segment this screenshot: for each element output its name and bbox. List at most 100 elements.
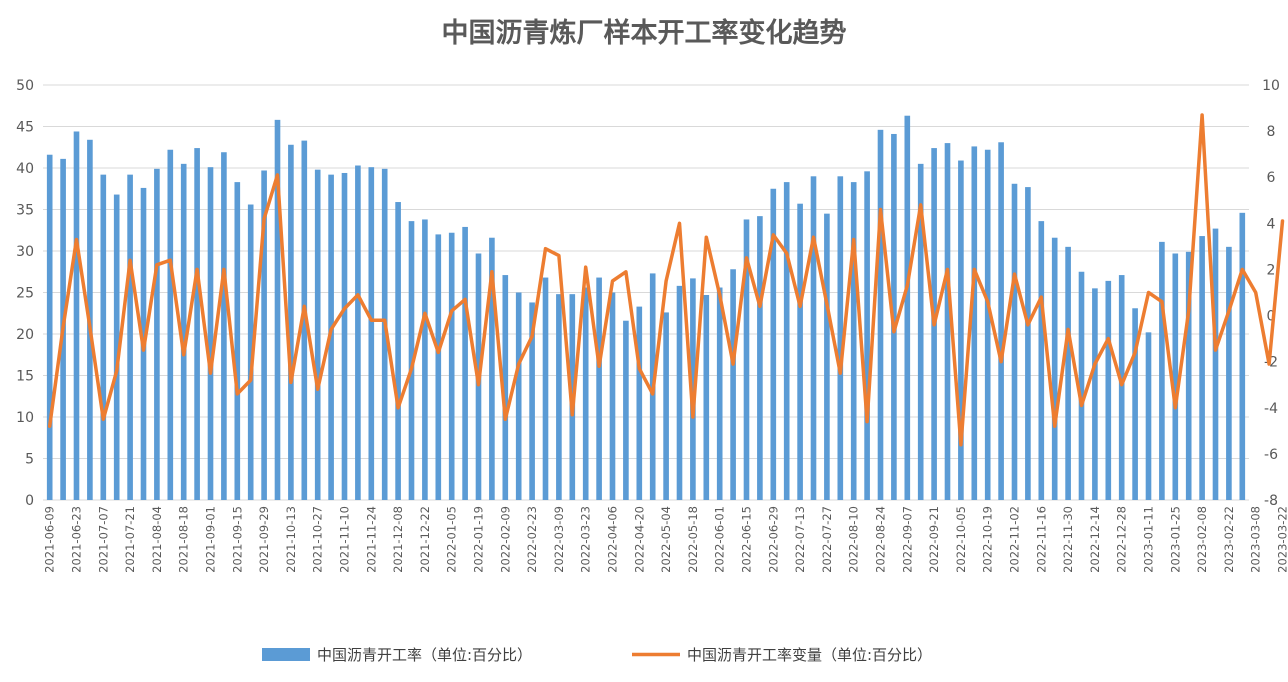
x-tick-label: 2022-05-18 [686,506,700,573]
line-point [946,268,949,271]
x-tick-label: 2021-12-22 [418,506,432,573]
line-point [879,208,882,211]
line-point [664,279,668,283]
line-point [61,325,65,329]
x-axis: 2021-06-09 2021-06-23 2021-07-07 2021-07-21… [43,506,1288,573]
bar [435,234,442,500]
line-point [517,362,520,366]
bar [381,168,388,500]
bar [247,204,254,500]
bar [1172,253,1179,500]
x-tick-label: 2021-07-07 [96,506,110,573]
bar [556,294,562,500]
bar [73,131,80,501]
bar [100,174,107,500]
bar [395,202,401,500]
bar [1105,280,1112,500]
line-point [128,259,132,262]
left-tick-label: 35 [16,203,34,219]
bar [167,149,174,501]
line-point [638,367,641,370]
left-tick-label: 45 [16,120,34,136]
line-point [892,330,896,333]
bar [824,213,830,500]
x-tick-label: 2022-03-09 [552,506,566,573]
bar [1065,246,1071,500]
line-point [678,222,681,225]
bar [1159,241,1165,500]
bar [1092,288,1098,500]
bar [676,285,683,500]
line-point [370,318,373,322]
line-point [557,254,561,257]
x-tick-label: 2022-04-20 [632,506,646,573]
line-point [1214,348,1217,352]
bar [1239,212,1246,500]
bar [757,216,763,500]
line-point [262,217,266,220]
bar [971,146,978,501]
bar [46,154,53,500]
line-point [450,309,453,313]
bar [944,143,951,500]
left-tick-label: 50 [16,78,34,94]
x-tick-label: 2023-01-25 [1168,506,1182,573]
line-point [410,367,413,370]
line-point [437,351,440,354]
bar [810,176,817,501]
line-point [249,378,252,382]
line-point [1040,295,1043,299]
bar [783,182,790,501]
x-tick-label: 2022-07-27 [820,506,834,573]
chart-title: 中国沥青炼厂样本开工率变化趋势 [442,17,847,49]
x-tick-label: 2021-08-18 [177,506,191,573]
bar [368,167,375,501]
bar [502,275,509,500]
right-tick-label: -8 [1264,493,1278,509]
left-tick-label: 15 [16,369,34,385]
bar [489,237,495,500]
bar [998,142,1004,500]
x-tick-label: 2022-11-02 [1008,506,1022,573]
x-tick-label: 2022-01-05 [445,506,459,573]
bar [864,171,870,500]
line-point [490,270,494,273]
line-point [919,203,922,207]
bar [355,165,361,500]
legend-line-label: 中国沥青开工率变量（单位:百分比） [687,646,932,664]
line-point [986,300,989,303]
x-tick-label: 2022-02-23 [525,506,539,573]
x-tick-label: 2022-06-29 [766,506,780,573]
line-point [356,293,360,297]
bar [422,219,428,500]
x-tick-label: 2022-08-10 [847,506,861,573]
x-tick-label: 2022-07-13 [793,506,807,573]
line-point [102,418,105,421]
left-tick-label: 5 [25,452,34,468]
bar [770,188,777,500]
line-point [812,235,815,239]
left-y-axis: 0 5 10 15 20 25 30 35 40 45 50 [16,78,34,509]
line-point [1187,309,1190,313]
bar [1226,246,1232,500]
line-point [1160,300,1164,303]
bar [958,160,964,500]
line-point [906,284,909,287]
line-point [115,369,118,373]
line-point [1281,219,1284,223]
bar [542,277,549,500]
bar [1051,237,1058,500]
x-tick-label: 2021-10-27 [311,506,325,573]
x-tick-label: 2023-02-08 [1195,506,1209,573]
line-point [1227,309,1231,313]
line-point [691,415,695,419]
line-point [959,443,963,446]
line-point [1053,425,1056,428]
bar [234,182,241,501]
bar [515,292,522,500]
line-point [758,305,762,308]
line-point [75,238,78,241]
line-point [1093,362,1097,366]
